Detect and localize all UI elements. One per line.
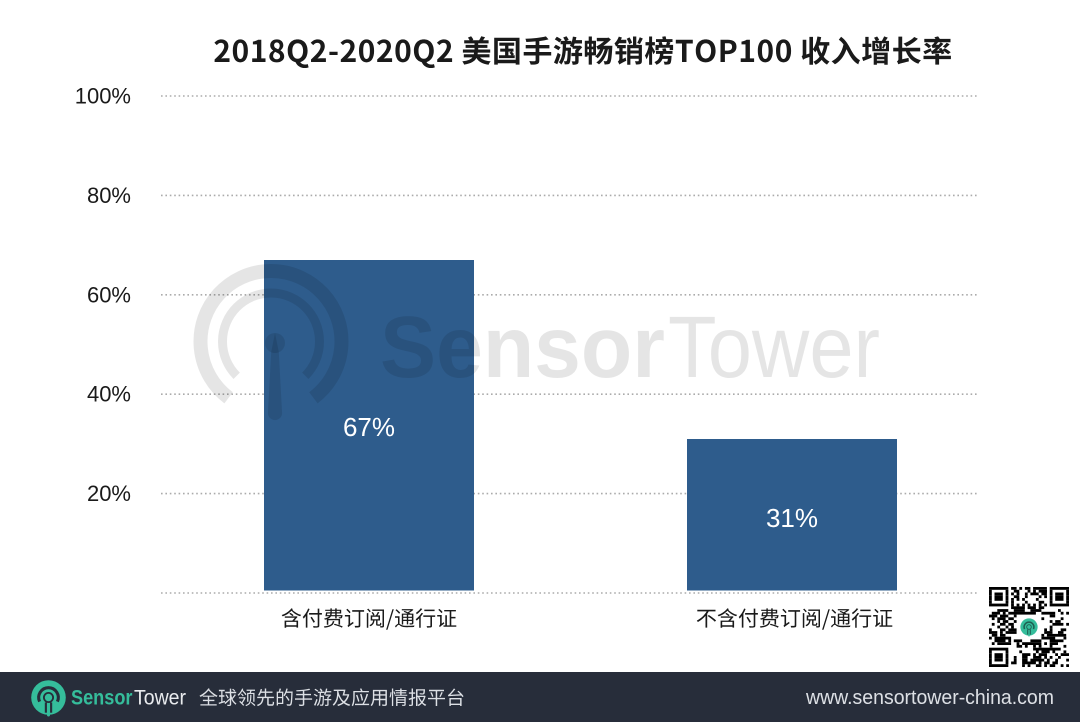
svg-text:Tower: Tower: [668, 299, 880, 396]
svg-text:80%: 80%: [87, 183, 131, 208]
svg-text:Tower: Tower: [134, 687, 186, 710]
svg-text:31%: 31%: [766, 503, 818, 533]
svg-text:www.sensortower-china.com: www.sensortower-china.com: [805, 687, 1054, 709]
svg-text:Sensor: Sensor: [71, 687, 133, 710]
svg-text:Sensor: Sensor: [380, 299, 665, 396]
svg-text:40%: 40%: [87, 382, 131, 407]
svg-text:20%: 20%: [87, 481, 131, 506]
svg-text:67%: 67%: [343, 412, 395, 442]
svg-text:60%: 60%: [87, 282, 131, 307]
svg-text:100%: 100%: [75, 84, 131, 109]
